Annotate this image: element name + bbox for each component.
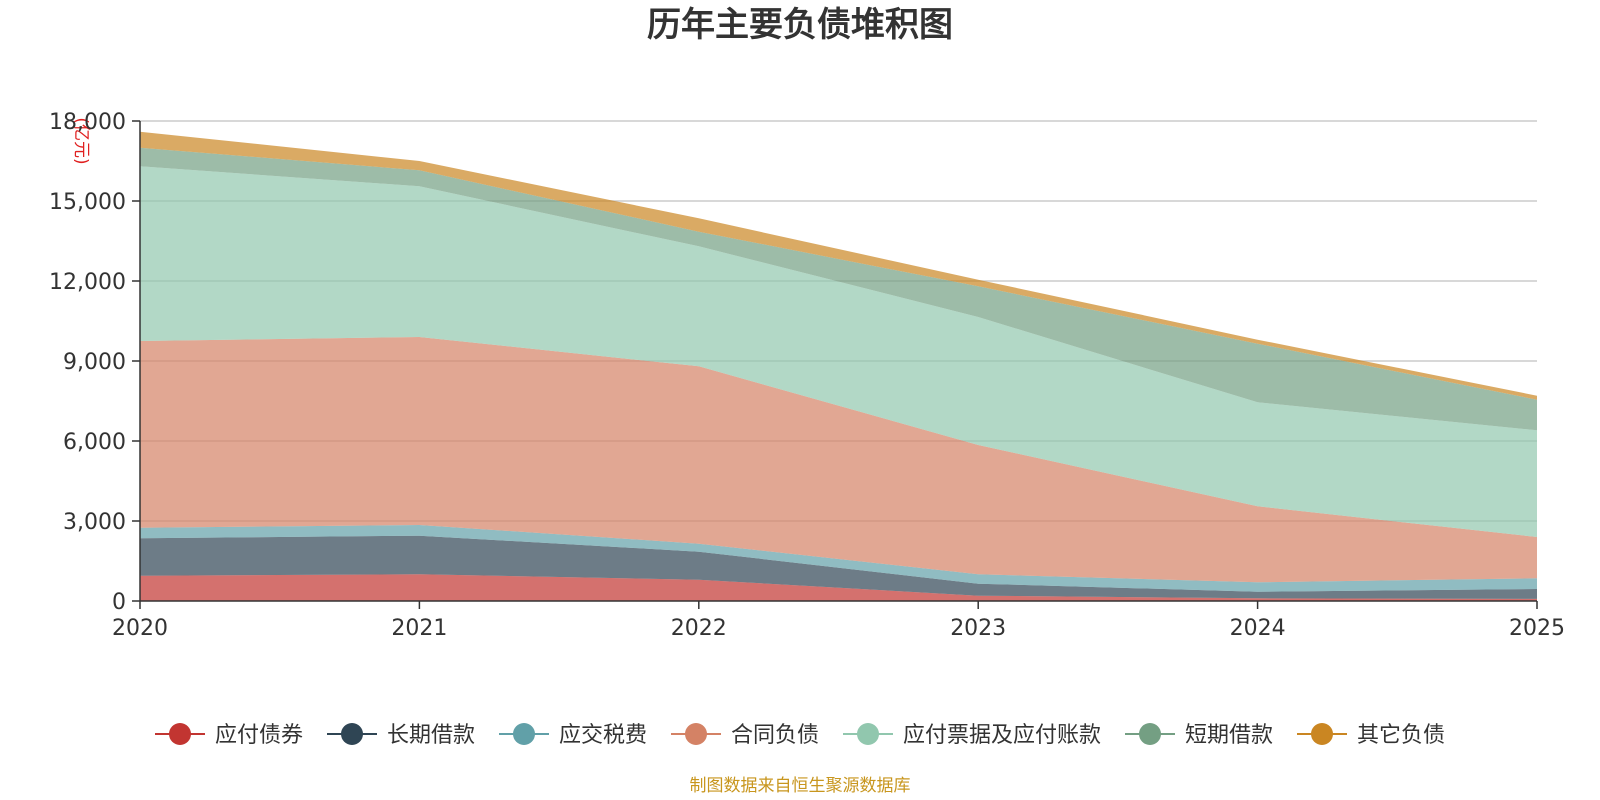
x-tick-label: 2024 [1230,616,1286,641]
legend-item-3[interactable]: 合同负债 [671,723,819,748]
legend-label: 应交税费 [559,723,647,748]
x-tick-label: 2020 [112,616,168,641]
legend-marker [513,723,535,745]
legend-label: 应付债券 [215,723,303,748]
chart-title: 历年主要负债堆积图 [647,5,953,45]
y-tick-label: 9,000 [63,350,126,375]
y-tick-label: 6,000 [63,430,126,455]
legend-label: 应付票据及应付账款 [903,723,1101,748]
legend-item-2[interactable]: 应交税费 [499,723,647,748]
area-series-1 [140,535,1537,599]
legend-item-0[interactable]: 应付债券 [155,723,303,748]
legend-item-1[interactable]: 长期借款 [327,723,475,748]
x-tick-label: 2025 [1509,616,1565,641]
legend-marker [1311,723,1333,745]
legend-item-6[interactable]: 其它负债 [1297,723,1445,748]
legend-label: 短期借款 [1185,723,1273,748]
area-series-0 [140,574,1537,601]
y-tick-label: 18,000 [49,110,126,135]
y-tick-label: 12,000 [49,270,126,295]
y-axis-unit: (亿元) [71,117,91,164]
legend-label: 长期借款 [387,723,475,748]
legend-marker [169,723,191,745]
legend-marker [857,723,879,745]
area-series-6 [140,131,1537,400]
area-series-4 [140,166,1537,538]
legend-marker [341,723,363,745]
legend: 应付债券 长期借款 应交税费 合同负债 应付票据及应付账款 短期借款 其它负债 [155,723,1445,748]
legend-label: 其它负债 [1357,723,1445,748]
area-series-3 [140,337,1537,583]
x-tick-label: 2023 [950,616,1006,641]
legend-marker [685,723,707,745]
axis-layer: 0 3,000 6,000 9,000 12,000 15,000 18,000 2020 20… [49,110,1565,641]
y-tick-label: 3,000 [63,510,126,535]
area-series-5 [140,147,1537,431]
source-note: 制图数据来自恒生聚源数据库 [690,776,911,796]
x-tick-label: 2021 [391,616,447,641]
x-tick-label: 2022 [671,616,727,641]
legend-label: 合同负债 [731,723,819,748]
area-layer [140,131,1537,601]
y-tick-label: 0 [112,590,126,615]
legend-item-5[interactable]: 短期借款 [1125,723,1273,748]
legend-marker [1139,723,1161,745]
y-tick-label: 15,000 [49,190,126,215]
area-series-2 [140,525,1537,592]
legend-item-4[interactable]: 应付票据及应付账款 [843,723,1101,748]
